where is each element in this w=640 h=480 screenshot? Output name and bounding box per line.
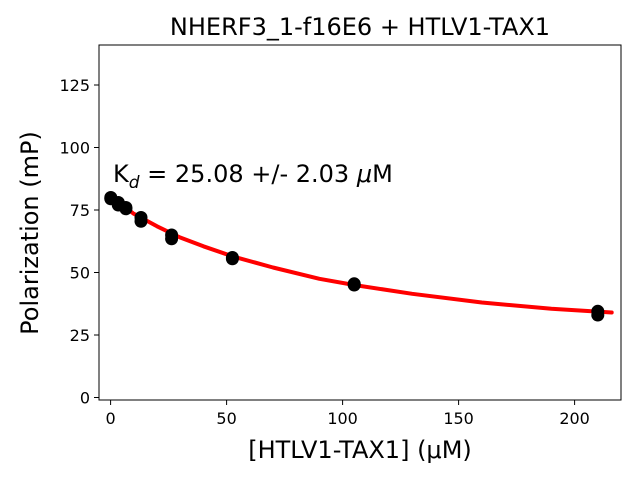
y-axis-title: Polarization (mP) [16, 131, 44, 335]
data-point [225, 252, 239, 266]
kd-subscript: d [129, 173, 140, 193]
kd-text: = 25.08 +/- 2.03 [140, 160, 357, 188]
data-point [591, 308, 605, 322]
y-axis: 0 25 50 75 100 125 [59, 76, 99, 408]
data-point [347, 277, 361, 291]
kd-symbol: K [113, 160, 130, 188]
data-point [165, 232, 179, 246]
plot-background [99, 45, 621, 400]
y-tick-label: 100 [59, 139, 90, 158]
y-tick-label: 25 [70, 326, 90, 345]
x-axis-title: [HTLV1-TAX1] (μM) [248, 436, 472, 464]
x-tick-label: 150 [443, 409, 474, 428]
kd-mu: μ [356, 160, 372, 188]
chart-title: NHERF3_1-f16E6 + HTLV1-TAX1 [170, 13, 550, 41]
data-point [134, 214, 148, 228]
x-tick-label: 0 [106, 409, 116, 428]
x-tick-label: 100 [327, 409, 358, 428]
y-tick-label: 75 [70, 201, 90, 220]
kd-unit: M [372, 160, 393, 188]
y-tick-label: 50 [70, 264, 90, 283]
data-points-layer [104, 191, 605, 322]
x-axis: 0 50 100 150 200 [106, 400, 590, 428]
y-tick-label: 125 [59, 76, 90, 95]
y-tick-label: 0 [80, 389, 90, 408]
kd-annotation: Kd = 25.08 +/- 2.03 μM [113, 160, 393, 193]
x-tick-label: 200 [559, 409, 590, 428]
data-point [119, 202, 133, 216]
x-tick-label: 50 [216, 409, 236, 428]
plot-frame [98, 44, 622, 401]
